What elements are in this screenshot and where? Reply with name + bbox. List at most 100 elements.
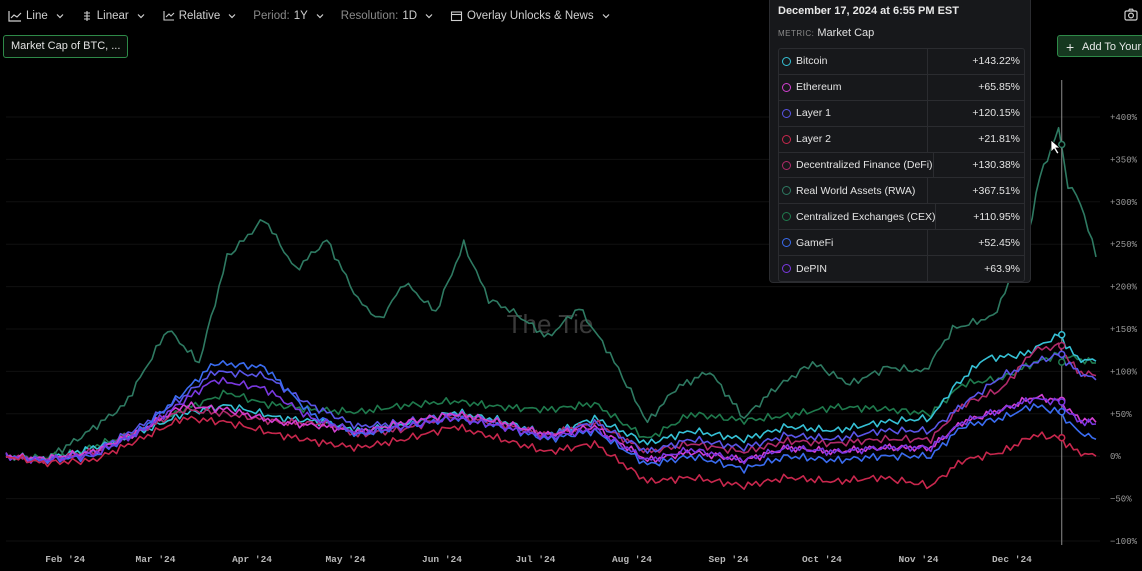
period-value: 1Y — [293, 10, 308, 22]
y-tick-label: +300% — [1110, 198, 1138, 208]
series-dot-icon — [782, 108, 791, 118]
y-tick-label: +50% — [1110, 410, 1132, 420]
overlay-dropdown[interactable]: Overlay Unlocks & News — [442, 10, 619, 22]
series-line — [5, 333, 1097, 463]
tooltip-row: Bitcoin +143.22% — [779, 49, 1024, 74]
chevron-down-icon — [137, 14, 145, 19]
tooltip-row-name: Real World Assets (RWA) — [796, 184, 916, 197]
tooltip-row-value: +21.81% — [978, 133, 1020, 146]
scale-dropdown[interactable]: Linear — [73, 10, 154, 22]
crosshair-marker — [1057, 341, 1066, 350]
crosshair-marker — [1057, 330, 1066, 339]
crosshair-marker — [1057, 140, 1066, 149]
tooltip-metric: METRIC: Market Cap — [778, 27, 874, 39]
series-dot-icon — [782, 160, 791, 170]
y-tick-label: +200% — [1110, 283, 1138, 293]
overlay-label: Overlay Unlocks & News — [467, 10, 594, 22]
series-dot-icon — [782, 56, 791, 66]
scale-icon — [83, 11, 90, 21]
y-tick-label: +100% — [1110, 367, 1138, 377]
tooltip-row-name: Decentralized Finance (DeFi) — [796, 159, 933, 171]
series-dot-icon — [782, 264, 791, 274]
tooltip-row: Ethereum +65.85% — [779, 73, 1024, 100]
x-axis: Feb '24 Mar '24 Apr '24 May '24 Jun '24 Jul '… — [45, 554, 1032, 565]
x-tick-label: Nov '24 — [899, 554, 939, 565]
x-tick-label: Oct '24 — [802, 554, 842, 565]
mode-dropdown[interactable]: Relative — [154, 10, 246, 22]
tooltip-row-value: +52.45% — [978, 236, 1020, 249]
series-dot-icon — [782, 134, 791, 144]
tooltip-date: December 17, 2024 at 6:55 PM EST — [778, 5, 959, 17]
tooltip-row-name: Ethereum — [796, 81, 842, 94]
add-button-label: Add To Your C — [1082, 41, 1142, 53]
tooltip-row: GameFi +52.45% — [779, 229, 1024, 256]
x-tick-label: Jun '24 — [422, 554, 462, 565]
y-tick-label: 0% — [1110, 452, 1121, 462]
tooltip-row: Layer 2 +21.81% — [779, 125, 1024, 152]
series-dot-icon — [782, 212, 791, 222]
plus-icon: + — [1066, 39, 1075, 55]
x-tick-label: Dec '24 — [992, 554, 1032, 565]
series-line — [5, 352, 1097, 465]
tooltip-row: Layer 1 +120.15% — [779, 99, 1024, 126]
chevron-down-icon — [602, 14, 610, 19]
tooltip-metric-label: METRIC: — [778, 29, 815, 38]
tooltip-row-value: +63.9% — [984, 262, 1020, 275]
tooltip-row-name: Bitcoin — [796, 55, 828, 68]
mode-label: Relative — [178, 10, 221, 22]
tooltip-row-name: Layer 1 — [796, 107, 832, 120]
y-tick-label: −100% — [1110, 537, 1138, 547]
tooltip-row-value: +367.51% — [972, 184, 1020, 197]
period-label: Period: — [253, 10, 290, 22]
crosshair-marker — [1057, 358, 1066, 366]
tooltip-row-name: Centralized Exchanges (CEX) — [796, 210, 936, 223]
tooltip-row-value: +130.38% — [972, 159, 1020, 171]
series-lines — [5, 126, 1097, 490]
x-tick-label: Feb '24 — [45, 554, 85, 565]
y-axis: +400% +350% +300% +250% +200% +150% +100% +50% 0… — [1110, 113, 1138, 547]
series-dot-icon — [782, 186, 791, 196]
chart-type-label: Line — [26, 10, 48, 22]
series-dot-icon — [782, 82, 791, 92]
mouse-cursor-icon — [1050, 139, 1062, 155]
camera-icon[interactable] — [1124, 8, 1138, 21]
x-tick-label: Jul '24 — [515, 554, 555, 565]
tooltip-row-value: +110.95% — [973, 210, 1020, 223]
series-line — [5, 376, 1097, 465]
x-tick-label: Sep '24 — [709, 554, 749, 565]
tooltip-row-name: GameFi — [796, 236, 834, 249]
resolution-label: Resolution: — [340, 10, 399, 22]
calendar-icon — [450, 11, 463, 22]
tooltip-row-value: +120.15% — [972, 107, 1020, 120]
tooltip-row-value: +143.22% — [972, 55, 1020, 68]
x-tick-label: Mar '24 — [136, 554, 176, 565]
chevron-down-icon — [425, 14, 433, 19]
y-tick-label: +400% — [1110, 113, 1138, 123]
scale-label: Linear — [96, 10, 129, 22]
tooltip-row-name: Layer 2 — [796, 133, 832, 146]
x-tick-label: May '24 — [325, 554, 365, 565]
chevron-down-icon — [228, 14, 236, 19]
crosshair-marker — [1057, 398, 1066, 406]
line-chart-icon — [8, 11, 22, 22]
metric-chip[interactable]: Market Cap of BTC, ... — [3, 35, 129, 58]
tooltip-metric-value: Market Cap — [817, 27, 875, 39]
crosshair-marker — [1057, 433, 1066, 442]
tooltip-row: DePIN +63.9% — [779, 255, 1024, 282]
chevron-down-icon — [56, 14, 64, 19]
tooltip: December 17, 2024 at 6:55 PM EST METRIC:… — [769, 0, 1031, 283]
tooltip-row: Centralized Exchanges (CEX) +110.95% — [779, 203, 1024, 230]
x-tick-label: Apr '24 — [232, 554, 272, 565]
add-to-watchlist-button[interactable]: + Add To Your C — [1057, 35, 1142, 57]
chart-type-dropdown[interactable]: Line — [0, 10, 73, 22]
x-tick-label: Aug '24 — [612, 554, 652, 565]
relative-icon — [163, 11, 175, 21]
tooltip-row: Real World Assets (RWA) +367.51% — [779, 177, 1024, 204]
period-dropdown[interactable]: Period: 1Y — [245, 10, 333, 22]
resolution-value: 1D — [402, 10, 418, 22]
resolution-dropdown[interactable]: Resolution: 1D — [333, 10, 442, 22]
y-tick-label: −50% — [1110, 495, 1132, 505]
series-line — [5, 126, 1097, 463]
crosshair-markers — [1057, 140, 1066, 442]
y-tick-label: +150% — [1110, 325, 1138, 335]
